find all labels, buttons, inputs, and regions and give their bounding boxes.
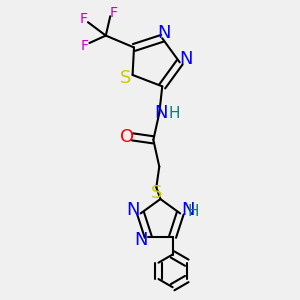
Text: H: H (188, 204, 199, 219)
Text: F: F (81, 39, 89, 53)
Text: H: H (169, 106, 180, 121)
Text: O: O (120, 128, 134, 146)
Text: N: N (157, 24, 170, 42)
Text: N: N (134, 231, 148, 249)
Text: F: F (109, 6, 117, 20)
Text: N: N (154, 104, 167, 122)
Text: N: N (179, 50, 192, 68)
Text: F: F (80, 12, 88, 26)
Text: S: S (151, 184, 162, 202)
Text: N: N (126, 201, 140, 219)
Text: S: S (119, 69, 131, 87)
Text: N: N (181, 201, 194, 219)
